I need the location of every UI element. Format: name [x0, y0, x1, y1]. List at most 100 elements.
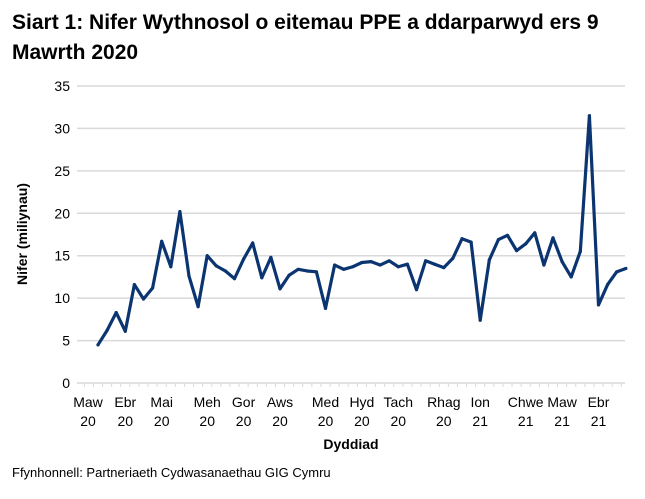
data-point: [305, 269, 309, 273]
data-point: [351, 265, 355, 269]
data-point: [278, 287, 282, 291]
x-tick-label: 20: [391, 413, 407, 429]
x-tick-label: Gor: [232, 394, 256, 410]
data-point: [578, 249, 582, 254]
data-point: [515, 249, 519, 253]
x-tick-label: Maw: [73, 394, 103, 410]
data-point: [469, 240, 473, 244]
data-point: [478, 318, 482, 322]
data-point: [569, 275, 573, 279]
data-point: [505, 233, 510, 237]
x-tick-label: Tach: [384, 394, 414, 410]
data-point: [433, 262, 437, 266]
x-tick-label: 20: [118, 413, 134, 429]
data-point: [606, 282, 610, 287]
data-point: [187, 274, 191, 278]
data-point: [414, 288, 419, 292]
y-tick-label: 0: [62, 375, 70, 391]
x-tick-label: 20: [354, 413, 370, 429]
data-point: [369, 260, 373, 264]
data-point: [96, 343, 100, 347]
data-point: [551, 236, 555, 240]
data-point: [533, 231, 537, 235]
data-point: [387, 259, 391, 263]
y-tick-label: 20: [54, 205, 70, 221]
y-axis-label: Nifer (miliynau): [14, 183, 30, 285]
data-point: [333, 263, 337, 267]
x-tick-label: Ebr: [114, 394, 136, 410]
data-point: [141, 297, 146, 301]
data-point: [405, 262, 409, 266]
x-tick-label: Rhag: [427, 394, 460, 410]
data-point: [151, 286, 155, 290]
data-point: [223, 269, 227, 273]
y-tick-label: 5: [62, 333, 70, 349]
data-point: [487, 258, 491, 262]
y-tick-label: 10: [54, 290, 70, 306]
data-point: [460, 237, 464, 241]
data-point: [196, 305, 200, 309]
data-point: [169, 265, 173, 269]
x-tick-label: Med: [312, 394, 339, 410]
data-point: [205, 254, 209, 258]
data-point: [442, 265, 446, 270]
x-axis-label: Dyddiad: [323, 436, 378, 452]
series-line: [96, 114, 628, 347]
data-point: [560, 260, 564, 264]
data-point: [178, 209, 182, 214]
x-tick-label: Meh: [194, 394, 221, 410]
data-point: [123, 329, 127, 333]
data-point: [314, 270, 318, 274]
x-tick-label: 20: [80, 413, 96, 429]
data-point: [587, 114, 592, 118]
x-tick-label: 21: [518, 413, 534, 429]
data-point: [114, 310, 118, 315]
x-tick-label: 20: [318, 413, 334, 429]
data-point: [524, 242, 528, 246]
x-tick-label: 21: [554, 413, 570, 429]
x-tick-label: 20: [272, 413, 288, 429]
data-point: [424, 259, 428, 263]
x-tick-label: Mai: [150, 394, 173, 410]
data-point: [596, 303, 601, 307]
data-point: [451, 256, 455, 260]
data-point: [287, 273, 291, 277]
x-tick-label: Maw: [547, 394, 577, 410]
data-point: [242, 257, 246, 261]
x-tick-label: 20: [436, 413, 452, 429]
x-tick-label: Aws: [267, 394, 293, 410]
data-point: [269, 255, 273, 260]
data-point: [396, 265, 400, 269]
data-point: [624, 266, 628, 271]
data-point: [360, 260, 364, 265]
data-point: [105, 328, 109, 332]
data-point: [296, 267, 300, 271]
x-tick-label: 21: [472, 413, 488, 429]
data-point: [378, 263, 382, 267]
x-tick-label: 21: [591, 413, 607, 429]
x-tick-label: Hyd: [349, 394, 374, 410]
data-point: [251, 241, 255, 245]
data-point: [542, 263, 546, 267]
y-tick-label: 15: [54, 248, 70, 264]
chart-title: Siart 1: Nifer Wythnosol o eitemau PPE a…: [12, 11, 599, 64]
data-point: [232, 277, 237, 281]
x-tick-label: Ion: [470, 394, 489, 410]
data-point: [342, 267, 346, 271]
data-point: [214, 264, 218, 268]
x-tick-label: 20: [199, 413, 215, 429]
y-tick-label: 30: [54, 120, 70, 136]
x-tick-label: 20: [236, 413, 252, 429]
y-tick-label: 25: [54, 163, 70, 179]
x-tick-label: Ebr: [588, 394, 610, 410]
y-tick-label: 35: [54, 78, 70, 94]
data-point: [323, 306, 328, 310]
data-point: [160, 239, 164, 243]
x-tick-label: Chwe: [508, 394, 544, 410]
data-point: [615, 270, 619, 274]
data-point: [132, 282, 136, 287]
data-point: [496, 237, 500, 242]
data-point: [260, 276, 264, 280]
